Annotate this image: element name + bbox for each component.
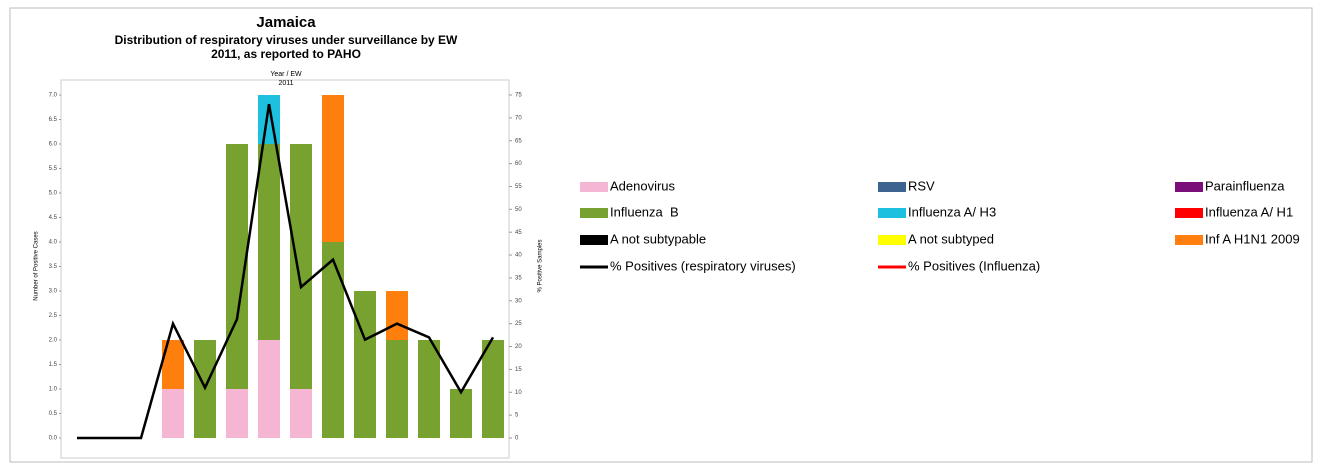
bar-segment xyxy=(258,340,280,438)
legend-swatch xyxy=(1175,208,1203,218)
bar-segment xyxy=(162,389,184,438)
bar-segment xyxy=(322,242,344,438)
y2-tick-label: 0 xyxy=(515,436,519,442)
bar-segment xyxy=(226,389,248,438)
bar-segment xyxy=(258,144,280,340)
legend-label: A not subtypable xyxy=(610,231,706,246)
y-axis-title: Number of Positive Cases xyxy=(34,231,40,300)
bar-segment xyxy=(450,389,472,438)
y2-axis-title: % Positive Samples xyxy=(538,239,544,292)
y-tick-label: 7.0 xyxy=(49,93,58,99)
y-tick-label: 5.5 xyxy=(49,166,58,172)
legend-label: Influenza A/ H3 xyxy=(908,204,996,219)
bar-segment xyxy=(386,340,408,438)
legend-label: Adenovirus xyxy=(610,178,676,193)
line-series xyxy=(77,103,495,440)
legend-swatch xyxy=(1175,235,1203,245)
y2-tick-label: 5 xyxy=(515,413,519,419)
y2-tick-label: 50 xyxy=(515,207,522,213)
y2-tick-label: 45 xyxy=(515,230,522,236)
y-tick-label: 0.5 xyxy=(49,411,58,417)
y2-tick-label: 10 xyxy=(515,390,522,396)
legend-swatch xyxy=(878,208,906,218)
bar-segment xyxy=(322,95,344,242)
y2-tick-label: 65 xyxy=(515,138,522,144)
bar-segment xyxy=(290,389,312,438)
y2-tick-label: 75 xyxy=(515,93,522,99)
legend-label: Inf A H1N1 2009 xyxy=(1205,231,1300,246)
y2-tick-label: 15 xyxy=(515,367,522,373)
legend-swatch xyxy=(1175,182,1203,192)
chart-subtitle: 2011, as reported to PAHO xyxy=(211,47,361,61)
y-tick-label: 3.5 xyxy=(49,264,58,270)
bar-segment xyxy=(290,144,312,389)
bar-segment xyxy=(162,340,184,389)
y-tick-label: 4.0 xyxy=(49,240,58,246)
legend-label: A not subtyped xyxy=(908,231,994,246)
bar-segment xyxy=(386,291,408,340)
y2-tick-label: 25 xyxy=(515,321,522,327)
bar-segment xyxy=(482,340,504,438)
legend-label: Influenza A/ H1 xyxy=(1205,204,1293,219)
plot-frame xyxy=(60,79,510,459)
y-tick-label: 3.0 xyxy=(49,289,58,295)
y-tick-label: 0.0 xyxy=(49,436,58,442)
bar-segment xyxy=(226,144,248,389)
y2-tick-label: 70 xyxy=(515,115,522,121)
y-tick-label: 1.0 xyxy=(49,387,58,393)
legend-label: % Positives (respiratory viruses) xyxy=(610,258,796,273)
y-tick-label: 4.5 xyxy=(49,215,58,221)
y2-tick-label: 35 xyxy=(515,276,522,282)
legend-label: % Positives (Influenza) xyxy=(908,258,1040,273)
y-tick-label: 2.5 xyxy=(49,313,58,319)
y-tick-label: 6.5 xyxy=(49,117,58,123)
legend-label: Influenza B xyxy=(610,204,679,219)
y-tick-label: 5.0 xyxy=(49,191,58,197)
y-tick-label: 1.5 xyxy=(49,362,58,368)
legend-swatch xyxy=(878,235,906,245)
legend-swatch xyxy=(580,182,608,192)
y-tick-label: 2.0 xyxy=(49,338,58,344)
y2-tick-label: 20 xyxy=(515,344,522,350)
chart-subtitle: Distribution of respiratory viruses unde… xyxy=(115,33,458,47)
x-axis-group: 2011 xyxy=(278,80,293,87)
y2-tick-label: 40 xyxy=(515,253,522,259)
y2-tick-label: 60 xyxy=(515,161,522,167)
y2-tick-label: 55 xyxy=(515,184,522,190)
chart-title: Jamaica xyxy=(256,14,316,31)
legend-swatch xyxy=(580,235,608,245)
legend-swatch xyxy=(878,182,906,192)
bar-segment xyxy=(418,340,440,438)
bar-segment xyxy=(354,291,376,438)
y2-tick-label: 30 xyxy=(515,298,522,304)
legend-swatch xyxy=(580,208,608,218)
legend-label: Parainfluenza xyxy=(1205,178,1285,193)
legend-label: RSV xyxy=(908,178,935,193)
x-axis-title: Year / EW xyxy=(270,71,302,78)
y-tick-label: 6.0 xyxy=(49,142,58,148)
bar-segment xyxy=(258,95,280,144)
